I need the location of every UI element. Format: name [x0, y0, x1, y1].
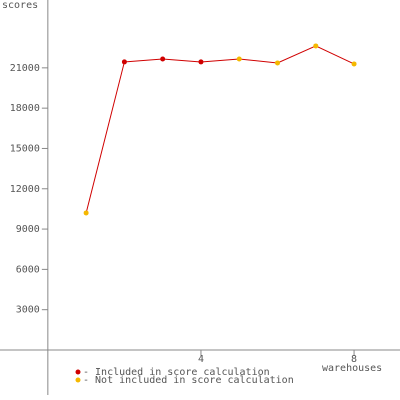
data-point	[121, 59, 127, 65]
y-tick-label: 12000	[10, 184, 40, 195]
legend-marker	[75, 377, 81, 383]
legend-label: - Included in score calculation	[83, 367, 270, 378]
legend-marker	[75, 369, 81, 375]
series-line	[85, 45, 355, 214]
x-axis-label: warehouses	[322, 363, 382, 374]
x-tick-label: 4	[198, 354, 204, 365]
y-tick-label: 18000	[10, 103, 40, 114]
y-tick-label: 3000	[16, 305, 40, 316]
data-point	[351, 61, 357, 67]
data-point	[198, 59, 204, 65]
y-tick-label: 6000	[16, 264, 40, 275]
data-point	[236, 56, 242, 62]
legend-label: - Not included in score calculation	[83, 375, 294, 386]
data-point	[275, 60, 281, 66]
data-point	[313, 43, 319, 49]
y-axis-label: scores	[2, 0, 38, 11]
x-tick-label: 8	[351, 354, 357, 365]
data-point	[83, 210, 89, 216]
y-tick-label: 21000	[10, 63, 40, 74]
y-tick-label: 15000	[10, 143, 40, 154]
y-tick-label: 9000	[16, 224, 40, 235]
data-point	[160, 56, 166, 62]
